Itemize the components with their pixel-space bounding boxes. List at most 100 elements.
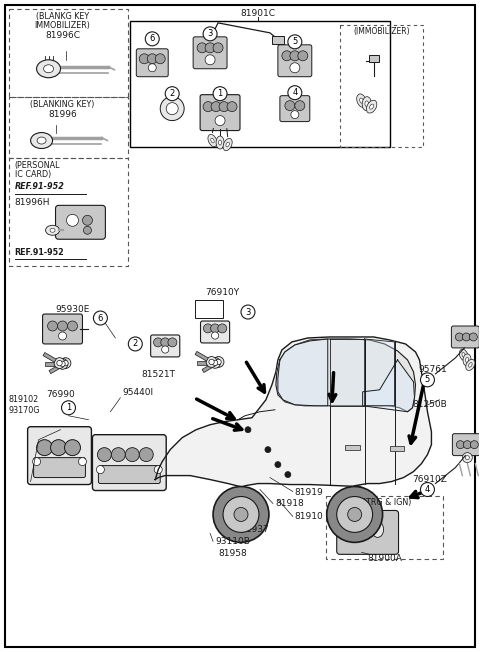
Bar [272, 36, 284, 44]
Ellipse shape [31, 132, 52, 149]
Circle shape [213, 357, 224, 367]
Circle shape [465, 456, 469, 460]
Circle shape [456, 441, 464, 449]
Circle shape [162, 346, 169, 353]
Circle shape [204, 324, 212, 333]
Text: 81901C: 81901C [240, 9, 276, 18]
Text: 5: 5 [292, 37, 298, 46]
Circle shape [161, 338, 170, 347]
Circle shape [290, 63, 300, 73]
Circle shape [212, 360, 218, 366]
FancyBboxPatch shape [280, 96, 310, 121]
Polygon shape [155, 337, 432, 539]
Circle shape [197, 43, 207, 53]
Circle shape [64, 439, 81, 456]
Circle shape [128, 337, 142, 351]
Ellipse shape [463, 354, 471, 366]
Circle shape [295, 100, 305, 111]
Text: 81521T: 81521T [141, 370, 175, 379]
Circle shape [63, 361, 68, 366]
Text: 2: 2 [132, 340, 138, 348]
Circle shape [420, 482, 434, 497]
Text: IC CARD): IC CARD) [15, 170, 51, 179]
Circle shape [111, 448, 125, 462]
Circle shape [213, 486, 269, 542]
Circle shape [209, 359, 214, 364]
Ellipse shape [226, 142, 229, 147]
Text: 81250B: 81250B [413, 400, 447, 409]
Polygon shape [49, 364, 62, 374]
Circle shape [84, 226, 91, 234]
Bar [326, 496, 444, 559]
Bar [345, 445, 360, 450]
Ellipse shape [360, 98, 363, 103]
Circle shape [155, 53, 165, 64]
Polygon shape [276, 339, 416, 412]
Circle shape [288, 85, 302, 100]
FancyBboxPatch shape [193, 37, 227, 68]
Circle shape [78, 458, 86, 466]
Text: (IMMOBILIZER): (IMMOBILIZER) [353, 27, 410, 36]
Ellipse shape [50, 228, 55, 232]
Circle shape [234, 507, 248, 522]
Text: 819102: 819102 [9, 395, 39, 404]
Circle shape [210, 357, 220, 368]
Text: REF.91-952: REF.91-952 [15, 248, 64, 258]
Ellipse shape [218, 140, 222, 145]
Text: 76910Z: 76910Z [412, 475, 447, 484]
Circle shape [206, 357, 217, 367]
Circle shape [154, 466, 162, 473]
Ellipse shape [462, 353, 465, 357]
Text: (BLANKG KEY: (BLANKG KEY [36, 12, 89, 21]
Circle shape [463, 441, 471, 449]
Text: 4: 4 [425, 485, 430, 494]
Bar [195, 300, 223, 318]
Circle shape [212, 332, 219, 339]
Ellipse shape [372, 522, 384, 537]
Text: 1: 1 [66, 404, 71, 412]
Circle shape [282, 51, 292, 61]
Text: 81996: 81996 [48, 110, 77, 119]
Polygon shape [330, 339, 365, 406]
Text: 81919: 81919 [295, 488, 324, 497]
Circle shape [97, 448, 111, 462]
Circle shape [160, 96, 184, 121]
Bar [130, 21, 390, 147]
Circle shape [168, 338, 177, 347]
Ellipse shape [353, 529, 359, 537]
Circle shape [145, 32, 159, 46]
Circle shape [469, 333, 477, 341]
Circle shape [290, 51, 300, 61]
Circle shape [58, 321, 68, 331]
Circle shape [61, 401, 75, 415]
FancyBboxPatch shape [336, 511, 398, 554]
Text: 2: 2 [169, 89, 175, 98]
Polygon shape [45, 362, 58, 366]
Circle shape [57, 361, 62, 366]
Circle shape [245, 426, 251, 433]
Circle shape [83, 215, 93, 226]
Circle shape [348, 507, 361, 522]
Polygon shape [197, 361, 210, 364]
Ellipse shape [211, 138, 214, 143]
Ellipse shape [208, 134, 217, 147]
Ellipse shape [36, 60, 60, 78]
Circle shape [462, 452, 472, 463]
Circle shape [336, 497, 372, 533]
Ellipse shape [357, 94, 366, 108]
Bar [9, 9, 128, 96]
Polygon shape [202, 363, 215, 372]
Circle shape [275, 462, 281, 467]
Circle shape [298, 51, 308, 61]
Polygon shape [43, 353, 56, 363]
Circle shape [57, 359, 68, 369]
Ellipse shape [459, 349, 468, 361]
Circle shape [139, 53, 149, 64]
Circle shape [205, 43, 215, 53]
Circle shape [154, 338, 163, 347]
Circle shape [420, 373, 434, 387]
Circle shape [50, 439, 67, 456]
Text: 81910: 81910 [295, 512, 324, 522]
Ellipse shape [223, 138, 232, 151]
FancyBboxPatch shape [34, 458, 85, 477]
